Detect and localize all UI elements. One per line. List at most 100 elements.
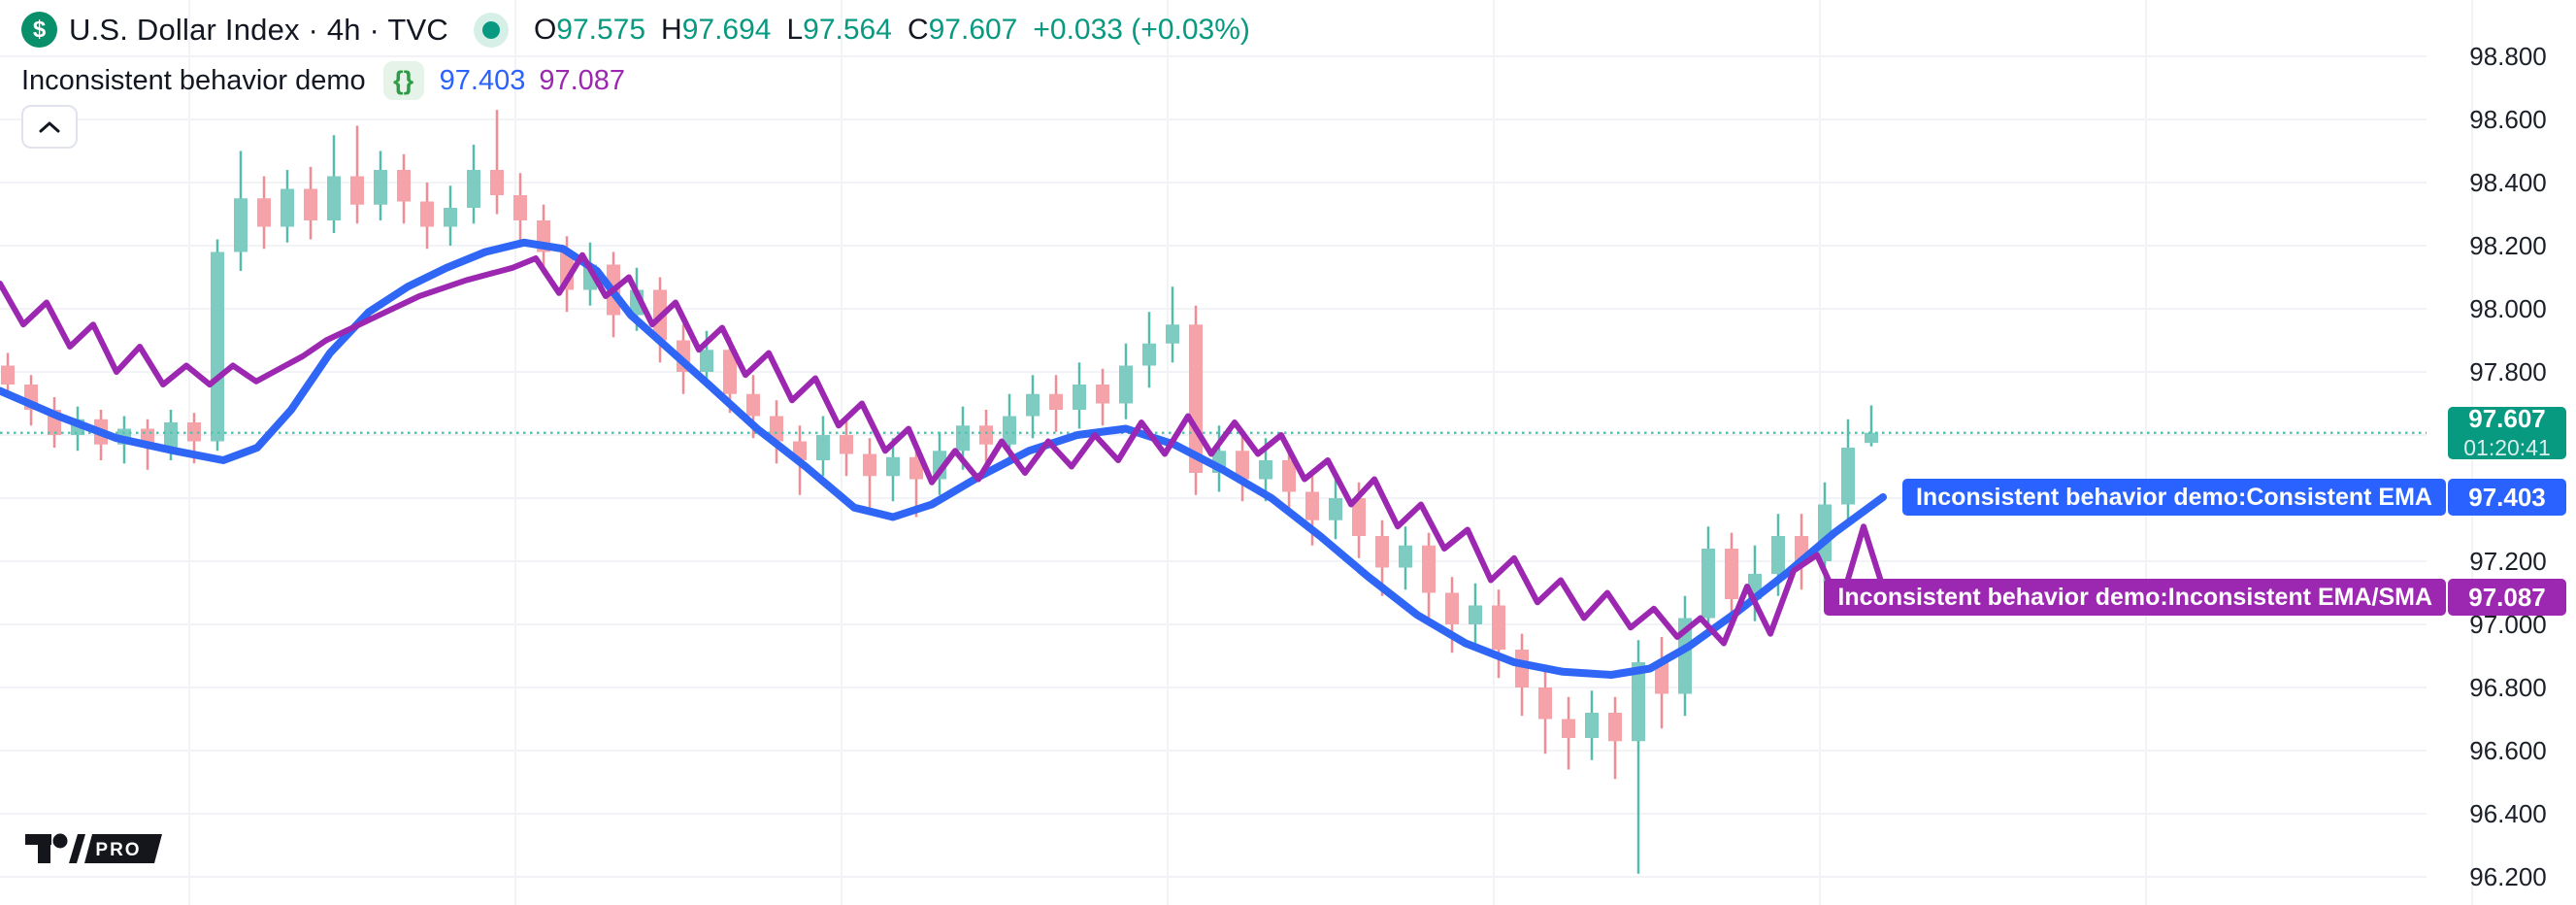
candle-body [1515,650,1529,687]
candle-body [1049,393,1063,410]
candle-body [979,425,993,445]
ema-price-badge: 97.403 [2448,479,2566,517]
price-tick-label: 96.200 [2469,862,2547,891]
series-line-consistent-ema [0,238,1887,679]
candle-body [257,198,271,227]
source-code-braces-icon[interactable]: {} [382,61,424,100]
high-value: 97.694 [681,13,772,46]
low-value: 97.564 [803,13,892,46]
candle-body [467,170,480,208]
price-tick-label: 98.200 [2469,231,2547,260]
last-price-badge: 97.607 01:20:41 [2448,404,2566,461]
candle-body [1375,536,1389,568]
candle-body [1725,549,1738,599]
sma-series-label-banner: Inconsistent behavior demo:Inconsistent … [1824,578,2446,616]
candle-body [1282,460,1296,492]
candle-body [1,365,15,385]
candle-body [234,198,248,252]
symbol-header: $ U.S. Dollar Index · 4h · TVC O 97.575 … [21,12,1250,48]
tradingview-pro-logo-icon: PRO [25,833,162,863]
candle-body [1305,491,1319,520]
last-price-value: 97.607 [2468,404,2546,434]
candle-body [1259,460,1272,480]
price-tick-label: 97.200 [2469,547,2547,576]
candle-body [1585,713,1599,738]
indicator-title[interactable]: Inconsistent behavior demo [21,64,366,96]
candle-body [350,176,364,205]
price-tick-label: 98.800 [2469,42,2547,71]
price-tick-label: 96.600 [2469,736,2547,765]
candle-body [490,170,504,195]
candle-body [1865,432,1878,444]
candle-body [164,422,178,448]
candle-body [1073,385,1086,410]
candle-body [816,435,830,460]
tradingview-logo[interactable]: PRO [25,831,163,871]
symbol-logo-dollar-icon: $ [21,12,57,48]
candle-body [211,251,224,442]
candle-body [444,208,457,227]
change-value: +0.033 (+0.03%) [1033,13,1250,46]
ema-series-label-banner: Inconsistent behavior demo:Consistent EM… [1901,479,2446,517]
price-tick-label: 98.600 [2469,105,2547,134]
candle-body [886,456,900,477]
candle-body [1538,687,1552,720]
candle-body [1492,605,1505,650]
sma-price-badge: 97.087 [2448,578,2566,616]
candle-body [1422,545,1436,593]
candle-body [700,350,713,372]
candle-body [187,422,201,442]
close-value: 97.607 [928,13,1018,46]
candle-body [1632,662,1645,742]
candle-body [1236,451,1249,480]
price-tick-label: 97.800 [2469,357,2547,386]
candle-body [1003,416,1016,445]
low-label: L [786,13,804,46]
candle-body [1562,719,1575,738]
candles-layer [1,110,1878,874]
ohlc-values: O 97.575 H 97.694 L 97.564 C 97.607 +0.0… [534,14,1250,47]
candle-body [420,201,434,227]
candle-body [1841,448,1855,505]
candle-body [374,170,387,205]
price-tick-label: 96.800 [2469,673,2547,702]
price-tick-label: 98.000 [2469,294,2547,323]
candle-body [1096,385,1109,404]
series-line-inconsistent-ema-sma [0,251,1889,647]
candle-body [1608,713,1622,742]
candle-body [1399,545,1412,568]
candle-body [840,435,853,454]
candle-body [281,188,294,227]
candle-body [863,453,876,477]
candle-body [1655,662,1668,694]
svg-text:PRO: PRO [95,840,141,860]
market-open-dot-icon [481,20,500,39]
candle-body [1166,324,1179,344]
candle-body [1119,365,1133,404]
collapse-legend-button[interactable] [21,105,78,149]
candle-body [1771,536,1785,574]
close-label: C [907,13,929,46]
candle-body [746,393,760,417]
chevron-up-icon [39,121,60,132]
candle-body [327,176,341,220]
candle-body [513,195,527,220]
candle-body [1142,343,1156,366]
candle-body [1469,605,1482,624]
candle-body [909,456,923,480]
symbol-title[interactable]: U.S. Dollar Index · 4h · TVC [69,12,448,47]
open-label: O [533,13,557,46]
candle-body [723,350,737,394]
market-status-icon[interactable] [473,12,509,48]
candle-body [1445,592,1459,624]
candle-body [956,425,970,452]
candle-body [1701,549,1715,619]
high-label: H [661,13,682,46]
price-tick-label: 98.400 [2469,168,2547,197]
candle-body [397,170,411,202]
indicator-legend-row: Inconsistent behavior demo {} 97.403 97.… [21,61,625,100]
bar-countdown: 01:20:41 [2463,435,2551,461]
indicator-sma-value: 97.087 [539,64,626,96]
